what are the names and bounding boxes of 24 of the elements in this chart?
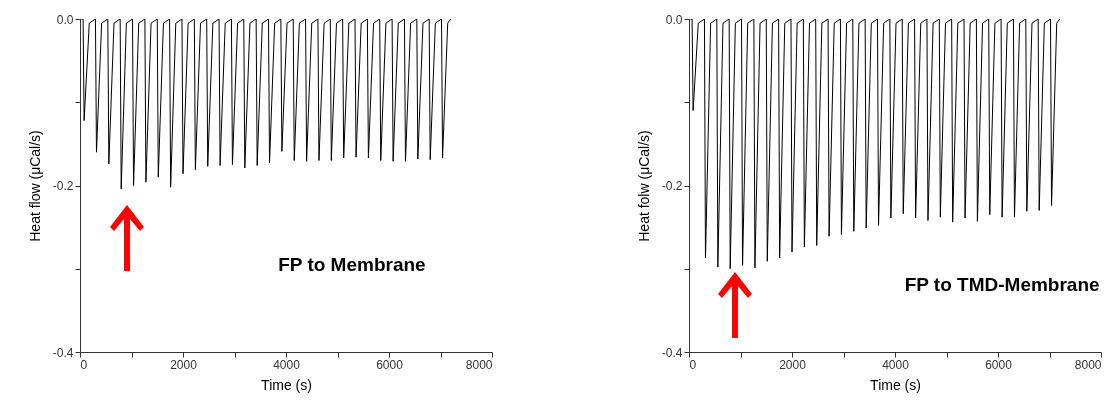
x-tick-label: 8000 — [1074, 357, 1102, 372]
y-tick-label: -0.4 — [661, 345, 683, 360]
x-tick-label: 8000 — [465, 357, 493, 372]
x-axis-title: Time (s) — [261, 376, 312, 393]
annotation: FP to Membrane — [278, 254, 426, 276]
y-tick-label: -0.2 — [661, 179, 683, 193]
line-series — [689, 19, 1061, 270]
y-tick-label: 0.0 — [56, 12, 74, 27]
y-axis-title: Heat folw (μCal/s) — [635, 130, 652, 242]
y-axis-title: Heat flow (μCal/s) — [26, 130, 43, 242]
y-tick-label: -0.4 — [52, 345, 74, 360]
y-tick-label: 0.0 — [665, 12, 683, 27]
line-series — [80, 19, 452, 190]
x-tick-label: 4000 — [882, 357, 910, 372]
x-tick-label: 2000 — [779, 357, 807, 372]
y-tick-label: -0.2 — [52, 179, 74, 193]
x-tick-label: 0 — [80, 357, 88, 372]
x-tick-label: 6000 — [376, 357, 404, 372]
x-axis-title: Time (s) — [870, 376, 921, 393]
x-tick-label: 4000 — [273, 357, 301, 372]
x-tick-label: 2000 — [170, 357, 198, 372]
annotation: FP to TMD-Membrane — [904, 274, 1100, 296]
x-tick-label: 0 — [689, 357, 697, 372]
x-tick-label: 6000 — [985, 357, 1013, 372]
